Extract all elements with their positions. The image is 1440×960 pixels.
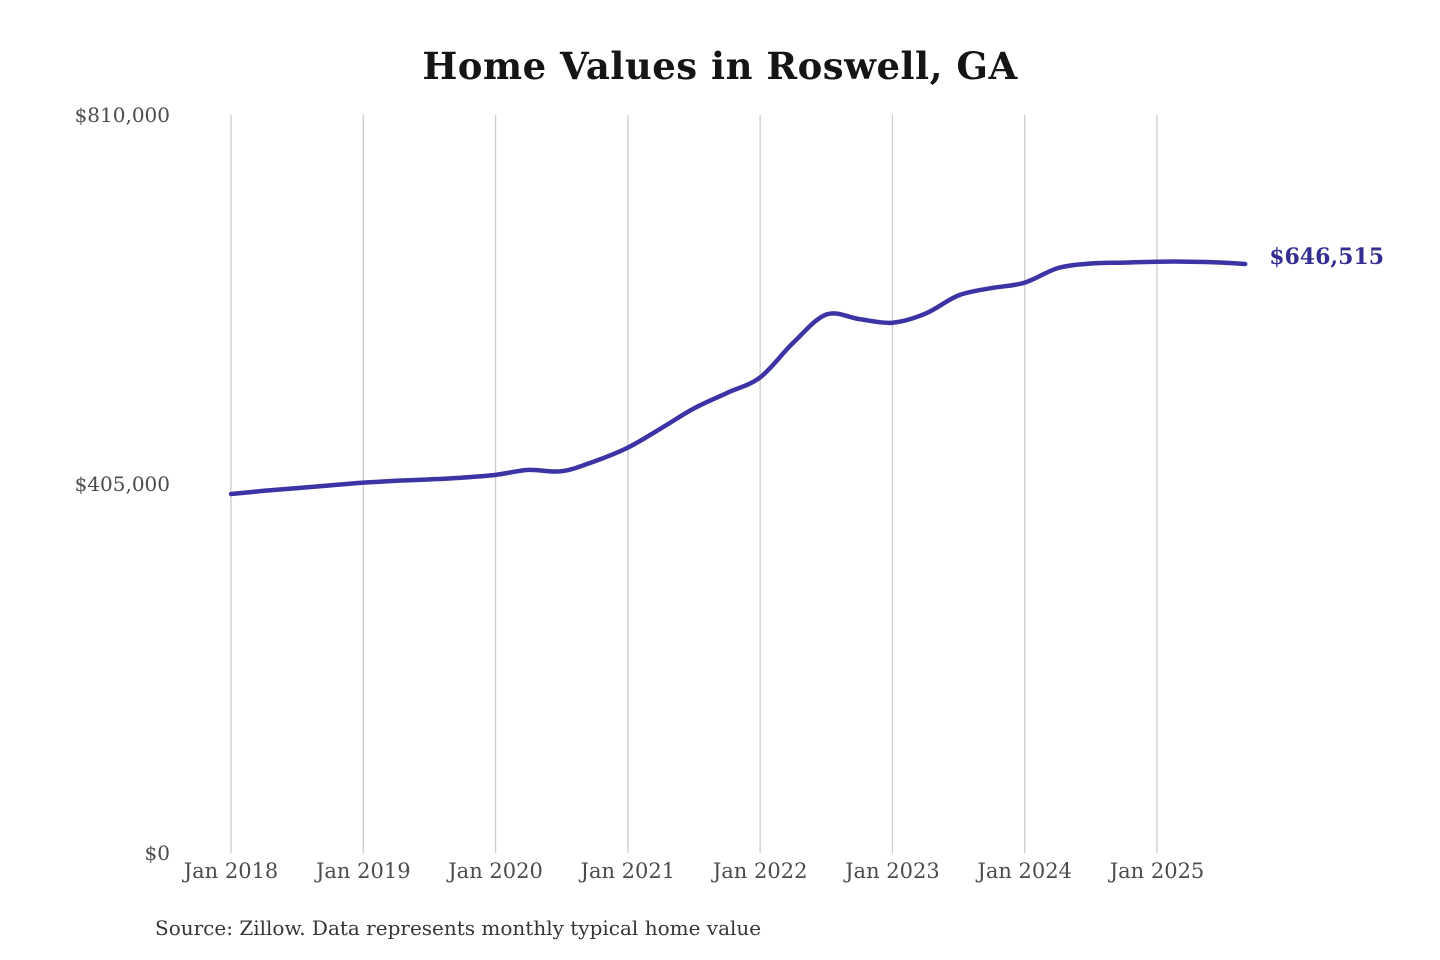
x-axis-tick-label: Jan 2024 xyxy=(977,859,1072,883)
x-axis-tick-label: Jan 2020 xyxy=(448,859,543,883)
home-value-line xyxy=(228,259,1248,497)
x-axis-tick-label: Jan 2021 xyxy=(580,859,676,883)
y-axis-tick-label: $0 xyxy=(144,841,170,865)
x-axis-tick-label: Jan 2023 xyxy=(845,859,940,883)
chart-title: Home Values in Roswell, GA xyxy=(422,44,1018,88)
source-note: Source: Zillow. Data represents monthly … xyxy=(155,916,762,940)
y-axis-tick-label: $810,000 xyxy=(74,103,170,127)
x-axis-tick-label: Jan 2025 xyxy=(1109,859,1205,883)
x-axis-tick-label: Jan 2019 xyxy=(315,859,411,883)
y-axis-tick-label: $405,000 xyxy=(74,472,170,496)
x-axis-tick-label: Jan 2018 xyxy=(183,859,279,883)
x-axis-tick-label: Jan 2022 xyxy=(712,859,808,883)
series-end-value-label: $646,515 xyxy=(1269,243,1384,270)
